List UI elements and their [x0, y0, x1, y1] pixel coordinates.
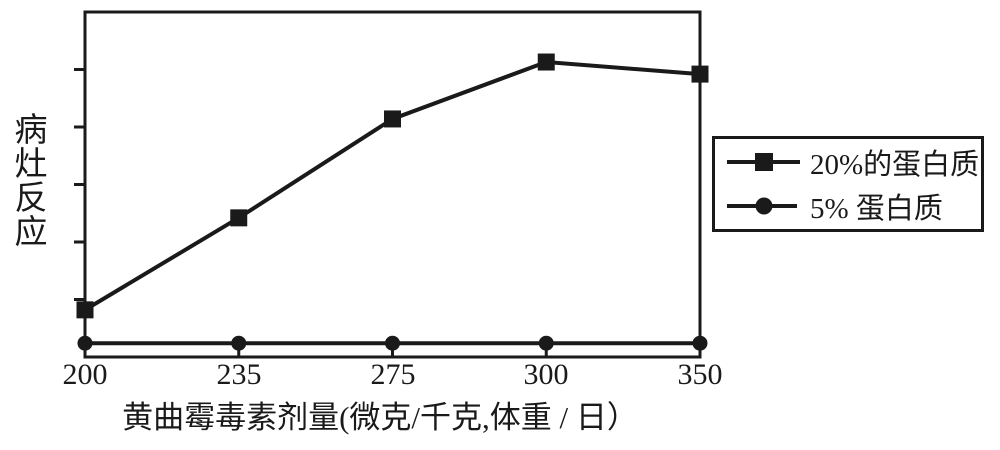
square-marker-icon: [727, 153, 800, 171]
legend-label-5-percent-protein: 5% 蛋白质: [810, 193, 943, 225]
circle-marker-icon: [727, 197, 797, 215]
x-tick-label-275: 275: [370, 358, 416, 391]
legend-item-20-percent-protein: 20%的蛋白质: [727, 141, 981, 183]
legend-label-20-percent-protein: 20%的蛋白质: [810, 149, 980, 181]
legend: 20%的蛋白质 5% 蛋白质: [712, 136, 984, 232]
x-tick-label-350: 350: [677, 358, 723, 391]
x-tick-label-200: 200: [62, 358, 108, 391]
y-axis-label: 病灶反应: [14, 113, 48, 251]
x-axis-label: 黄曲霉毒素剂量(微克/千克,体重 / 日）: [122, 400, 638, 435]
x-tick-label-300: 300: [523, 358, 569, 391]
legend-item-5-percent-protein: 5% 蛋白质: [727, 185, 981, 227]
x-tick-label-235: 235: [216, 358, 262, 391]
